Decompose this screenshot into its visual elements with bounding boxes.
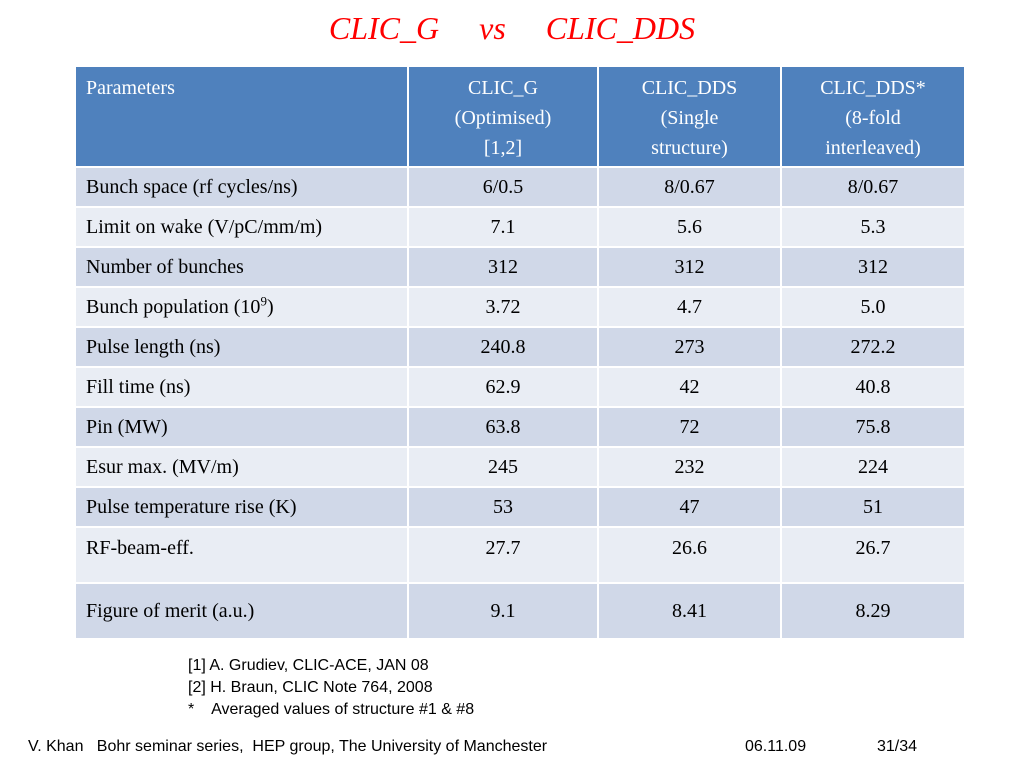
- reference-1: [1] A. Grudiev, CLIC-ACE, JAN 08: [188, 657, 429, 674]
- cell-clic-g: 245: [407, 446, 599, 488]
- cell-clic-dds-interleaved: 5.3: [780, 206, 966, 248]
- cell-clic-g: 62.9: [407, 366, 599, 408]
- row-label: Pin (MW): [74, 406, 409, 448]
- header-line: Parameters: [86, 77, 175, 99]
- row-label: Number of bunches: [74, 246, 409, 288]
- table-row: Number of bunches 312 312 312: [74, 246, 966, 288]
- cell-clic-g: 3.72: [407, 286, 599, 328]
- table-header-row: Parameters CLIC_G (Optimised) [1,2] CLIC…: [74, 65, 966, 168]
- row-label: Bunch space (rf cycles/ns): [74, 166, 409, 208]
- header-clic-dds-single: CLIC_DDS (Single structure): [597, 65, 782, 168]
- row-label: Limit on wake (V/pC/mm/m): [74, 206, 409, 248]
- table-row: Pulse temperature rise (K) 53 47 51: [74, 486, 966, 528]
- cell-clic-dds-single: 232: [597, 446, 782, 488]
- cell-clic-dds-single: 312: [597, 246, 782, 288]
- cell-clic-dds-interleaved: 8/0.67: [780, 166, 966, 208]
- cell-clic-dds-single: 4.7: [597, 286, 782, 328]
- footer-author-event: V. Khan Bohr seminar series, HEP group, …: [28, 738, 548, 755]
- header-line: CLIC_G: [468, 77, 538, 99]
- row-label: RF-beam-eff.: [74, 526, 409, 584]
- footer-page-number: 31/34: [877, 738, 918, 755]
- table-row: RF-beam-eff. 27.7 26.6 26.7: [74, 526, 966, 584]
- table-row: Fill time (ns) 62.9 42 40.8: [74, 366, 966, 408]
- header-parameters: Parameters: [74, 65, 409, 168]
- cell-clic-dds-single: 26.6: [597, 526, 782, 584]
- row-label: Figure of merit (a.u.): [74, 582, 409, 640]
- cell-clic-dds-interleaved: 272.2: [780, 326, 966, 368]
- header-line: CLIC_DDS: [641, 77, 738, 99]
- cell-clic-g: 240.8: [407, 326, 599, 368]
- cell-clic-dds-single: 273: [597, 326, 782, 368]
- references: [1] A. Grudiev, CLIC-ACE, JAN 08 [2] H. …: [188, 655, 474, 721]
- cell-clic-dds-interleaved: 75.8: [780, 406, 966, 448]
- row-label-exponent: 9: [260, 293, 267, 309]
- cell-clic-dds-single: 8.41: [597, 582, 782, 640]
- cell-clic-dds-interleaved: 312: [780, 246, 966, 288]
- cell-clic-g: 6/0.5: [407, 166, 599, 208]
- row-label: Fill time (ns): [74, 366, 409, 408]
- cell-clic-dds-interleaved: 8.29: [780, 582, 966, 640]
- cell-clic-dds-interleaved: 224: [780, 446, 966, 488]
- table-row: Bunch space (rf cycles/ns) 6/0.5 8/0.67 …: [74, 166, 966, 208]
- cell-clic-g: 27.7: [407, 526, 599, 584]
- cell-clic-dds-single: 8/0.67: [597, 166, 782, 208]
- header-line: structure): [651, 137, 728, 159]
- header-line: (8-fold: [845, 107, 901, 129]
- header-clic-dds-interleaved: CLIC_DDS* (8-fold interleaved): [780, 65, 966, 168]
- slide-title: CLIC_G vs CLIC_DDS: [328, 10, 696, 46]
- row-label-text: Bunch population (10: [86, 296, 261, 318]
- cell-clic-dds-interleaved: 5.0: [780, 286, 966, 328]
- row-label: Esur max. (MV/m): [74, 446, 409, 488]
- cell-clic-dds-interleaved: 40.8: [780, 366, 966, 408]
- header-clic-g: CLIC_G (Optimised) [1,2]: [407, 65, 599, 168]
- header-line: (Single: [660, 107, 719, 129]
- cell-clic-dds-single: 72: [597, 406, 782, 448]
- header-line: interleaved): [825, 137, 921, 159]
- row-label: Bunch population (109): [74, 286, 409, 328]
- cell-clic-dds-interleaved: 51: [780, 486, 966, 528]
- parameters-table: Parameters CLIC_G (Optimised) [1,2] CLIC…: [74, 65, 966, 640]
- table-row: Figure of merit (a.u.) 9.1 8.41 8.29: [74, 582, 966, 640]
- header-line: CLIC_DDS*: [820, 77, 926, 99]
- cell-clic-g: 53: [407, 486, 599, 528]
- header-line: (Optimised): [454, 107, 552, 129]
- table-row: Pin (MW) 63.8 72 75.8: [74, 406, 966, 448]
- cell-clic-g: 7.1: [407, 206, 599, 248]
- cell-clic-dds-single: 47: [597, 486, 782, 528]
- cell-clic-g: 9.1: [407, 582, 599, 640]
- cell-clic-dds-interleaved: 26.7: [780, 526, 966, 584]
- table-row: Bunch population (109) 3.72 4.7 5.0: [74, 286, 966, 328]
- table-row: Limit on wake (V/pC/mm/m) 7.1 5.6 5.3: [74, 206, 966, 248]
- row-label: Pulse length (ns): [74, 326, 409, 368]
- cell-clic-dds-single: 5.6: [597, 206, 782, 248]
- table-row: Pulse length (ns) 240.8 273 272.2: [74, 326, 966, 368]
- header-line: [1,2]: [483, 137, 523, 159]
- cell-clic-g: 63.8: [407, 406, 599, 448]
- cell-clic-g: 312: [407, 246, 599, 288]
- footer-date: 06.11.09: [745, 738, 807, 755]
- table-row: Esur max. (MV/m) 245 232 224: [74, 446, 966, 488]
- row-label: Pulse temperature rise (K): [74, 486, 409, 528]
- row-label-suffix: ): [266, 296, 274, 318]
- cell-clic-dds-single: 42: [597, 366, 782, 408]
- footnote-asterisk: * Averaged values of structure #1 & #8: [188, 701, 475, 718]
- reference-2: [2] H. Braun, CLIC Note 764, 2008: [188, 679, 433, 696]
